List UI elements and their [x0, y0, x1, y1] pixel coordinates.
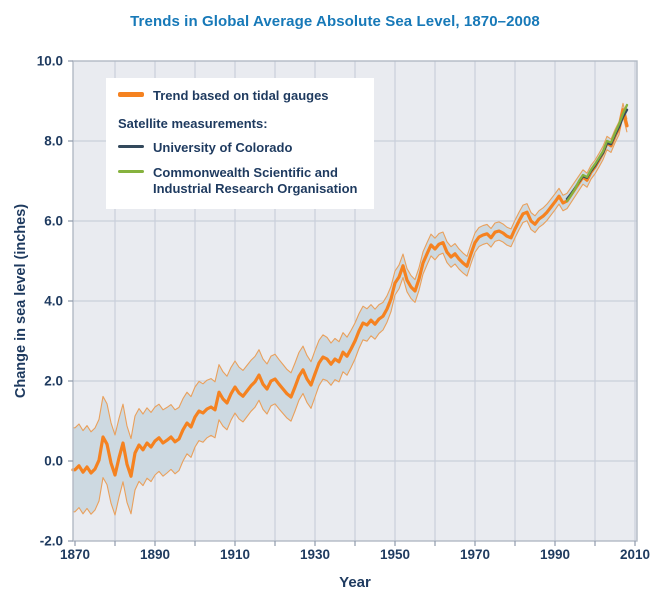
y-tick-label: -2.0	[40, 534, 63, 549]
csiro-line-swatch-icon	[118, 169, 144, 173]
legend-item-tidal-gauges: Trend based on tidal gauges	[118, 88, 362, 104]
colorado-line-swatch-icon	[118, 144, 144, 148]
y-tick-label: 0.0	[44, 454, 63, 469]
y-tick-label: 6.0	[44, 214, 63, 229]
tidal-gauge-line-swatch-icon	[118, 92, 144, 97]
x-tick-label: 1950	[380, 547, 410, 562]
legend-label-tidal-gauges: Trend based on tidal gauges	[153, 88, 329, 103]
x-tick-label: 1970	[460, 547, 490, 562]
x-tick-label: 1890	[140, 547, 170, 562]
legend: Trend based on tidal gauges Satellite me…	[106, 78, 374, 210]
x-tick-label: 1930	[300, 547, 330, 562]
y-tick-label: 8.0	[44, 134, 63, 149]
legend-item-university-of-colorado: University of Colorado	[118, 140, 362, 156]
confidence-band-lower-edge	[73, 115, 628, 516]
x-tick-label: 1910	[220, 547, 250, 562]
legend-label-university-of-colorado: University of Colorado	[153, 139, 293, 155]
confidence-band-upper-edge	[73, 102, 628, 440]
x-axis-title: Year	[339, 574, 371, 591]
x-tick-label: 1990	[540, 547, 570, 562]
csiro-satellite-line	[565, 103, 629, 203]
legend-label-csiro: Commonwealth Scientific and Industrial R…	[153, 164, 358, 196]
legend-satellite-header: Satellite measurements:	[118, 116, 268, 132]
confidence-band	[73, 103, 627, 515]
y-tick-label: 10.0	[37, 54, 63, 69]
tidal-gauge-trend-line	[71, 108, 629, 478]
x-tick-label: 1870	[60, 547, 90, 562]
y-axis-title: Change in sea level (inches)	[13, 203, 29, 399]
y-tick-label: 2.0	[44, 374, 63, 389]
x-tick-label: 2010	[620, 547, 650, 562]
y-tick-label: 4.0	[44, 294, 63, 309]
chart-title: Trends in Global Average Absolute Sea Le…	[130, 13, 540, 30]
legend-item-csiro: Commonwealth Scientific and Industrial R…	[118, 165, 362, 198]
